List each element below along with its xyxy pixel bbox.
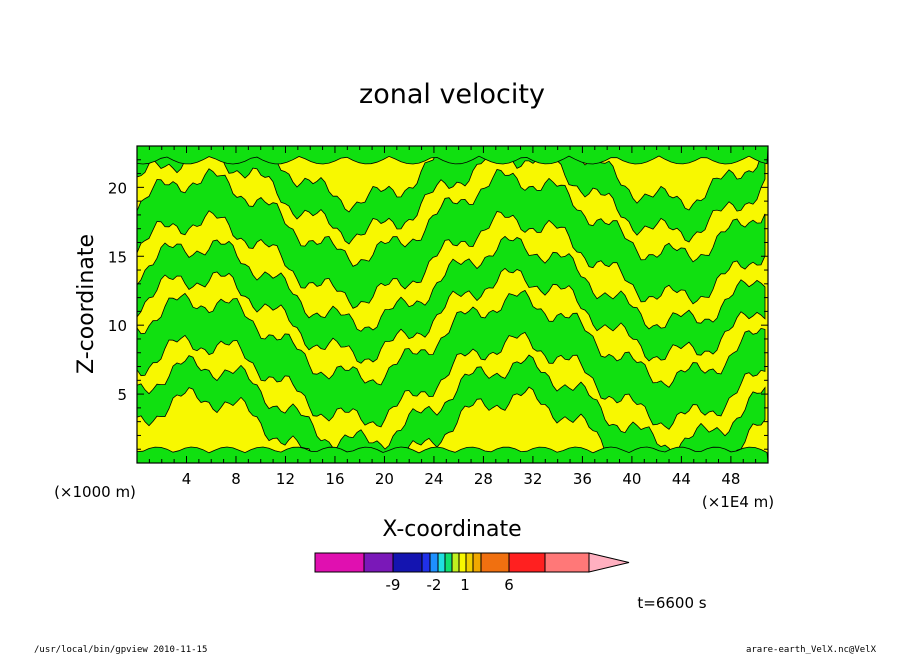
colorbar-segment bbox=[458, 552, 467, 573]
colorbar-tick-label: 1 bbox=[460, 576, 470, 594]
x-tick-label: 16 bbox=[325, 470, 344, 488]
colorbar-segment bbox=[444, 552, 453, 573]
green-band bbox=[136, 235, 766, 364]
footer-right: arare-earth_VelX.nc@VelX bbox=[746, 645, 877, 654]
colorbar-arrow bbox=[588, 552, 630, 573]
z-axis-unit: (×1000 m) bbox=[54, 483, 136, 501]
chart-title: zonal velocity bbox=[359, 79, 545, 110]
colorbar-tick-label: -9 bbox=[386, 576, 401, 594]
footer-left: /usr/local/bin/gpview 2010-11-15 bbox=[34, 645, 207, 654]
y-axis-label: Z-coordinate bbox=[74, 234, 99, 374]
green-band bbox=[136, 145, 766, 245]
x-tick-label: 20 bbox=[375, 470, 394, 488]
y-tick-label: 10 bbox=[108, 317, 127, 335]
x-axis-label: X-coordinate bbox=[382, 517, 521, 542]
colorbar-segment bbox=[465, 552, 474, 573]
x-tick-label: 40 bbox=[622, 470, 641, 488]
x-tick-label: 12 bbox=[276, 470, 295, 488]
colorbar-segment bbox=[472, 552, 482, 573]
y-axis: 5 10 15 20 bbox=[108, 159, 768, 450]
colorbar-segment bbox=[544, 552, 590, 573]
time-annotation: t=6600 s bbox=[637, 594, 706, 612]
y-tick-label: 5 bbox=[117, 386, 127, 404]
colorbar-segment bbox=[363, 552, 394, 573]
colorbar-tick-label: 6 bbox=[504, 576, 514, 594]
velocity-field bbox=[136, 145, 769, 464]
x-axis-unit: (×1E4 m) bbox=[702, 493, 774, 511]
x-axis: 4 8 12 16 20 24 28 32 36 40 44 48 bbox=[148, 146, 757, 488]
colorbar-segment bbox=[392, 552, 423, 573]
green-band bbox=[136, 145, 769, 165]
colorbar-tick-label: -2 bbox=[427, 576, 442, 594]
x-tick-label: 28 bbox=[474, 470, 493, 488]
green-band bbox=[136, 289, 766, 430]
colorbar-segment bbox=[437, 552, 446, 573]
green-band bbox=[136, 446, 769, 464]
x-tick-label: 36 bbox=[573, 470, 592, 488]
x-tick-label: 44 bbox=[672, 470, 691, 488]
colorbar-segment bbox=[480, 552, 510, 573]
colorbar-segment bbox=[314, 552, 365, 573]
x-tick-label: 8 bbox=[231, 470, 241, 488]
colorbar-segment bbox=[421, 552, 431, 573]
x-tick-label: 32 bbox=[523, 470, 542, 488]
x-tick-label: 24 bbox=[424, 470, 443, 488]
y-tick-label: 15 bbox=[108, 248, 127, 266]
colorbar: -9 -2 1 6 bbox=[314, 552, 630, 594]
colorbar-segment bbox=[508, 552, 546, 573]
plot-frame bbox=[136, 145, 769, 464]
colorbar-segment bbox=[429, 552, 439, 573]
x-tick-label: 48 bbox=[721, 470, 740, 488]
y-tick-label: 20 bbox=[108, 179, 127, 197]
x-tick-label: 4 bbox=[182, 470, 192, 488]
colorbar-segment bbox=[451, 552, 460, 573]
